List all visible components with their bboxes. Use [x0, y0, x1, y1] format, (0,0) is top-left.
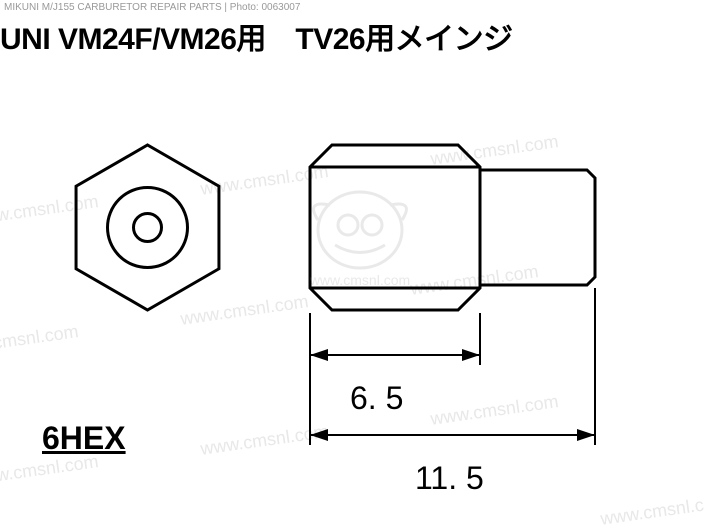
hex-size-label: 6HEX [42, 420, 126, 457]
svg-text:www.cmsnl.com: www.cmsnl.com [309, 272, 410, 288]
product-caption: MIKUNI M/J155 CARBURETOR REPAIR PARTS | … [4, 2, 300, 13]
dimension-short: 6. 5 [350, 380, 403, 417]
dimension-long: 11. 5 [415, 460, 484, 497]
logo-watermark: www.cmsnl.com [280, 190, 440, 290]
product-title: UNI VM24F/VM26用 TV26用メインジ [0, 14, 513, 58]
side-view [290, 135, 690, 495]
hex-front-view [55, 135, 240, 320]
